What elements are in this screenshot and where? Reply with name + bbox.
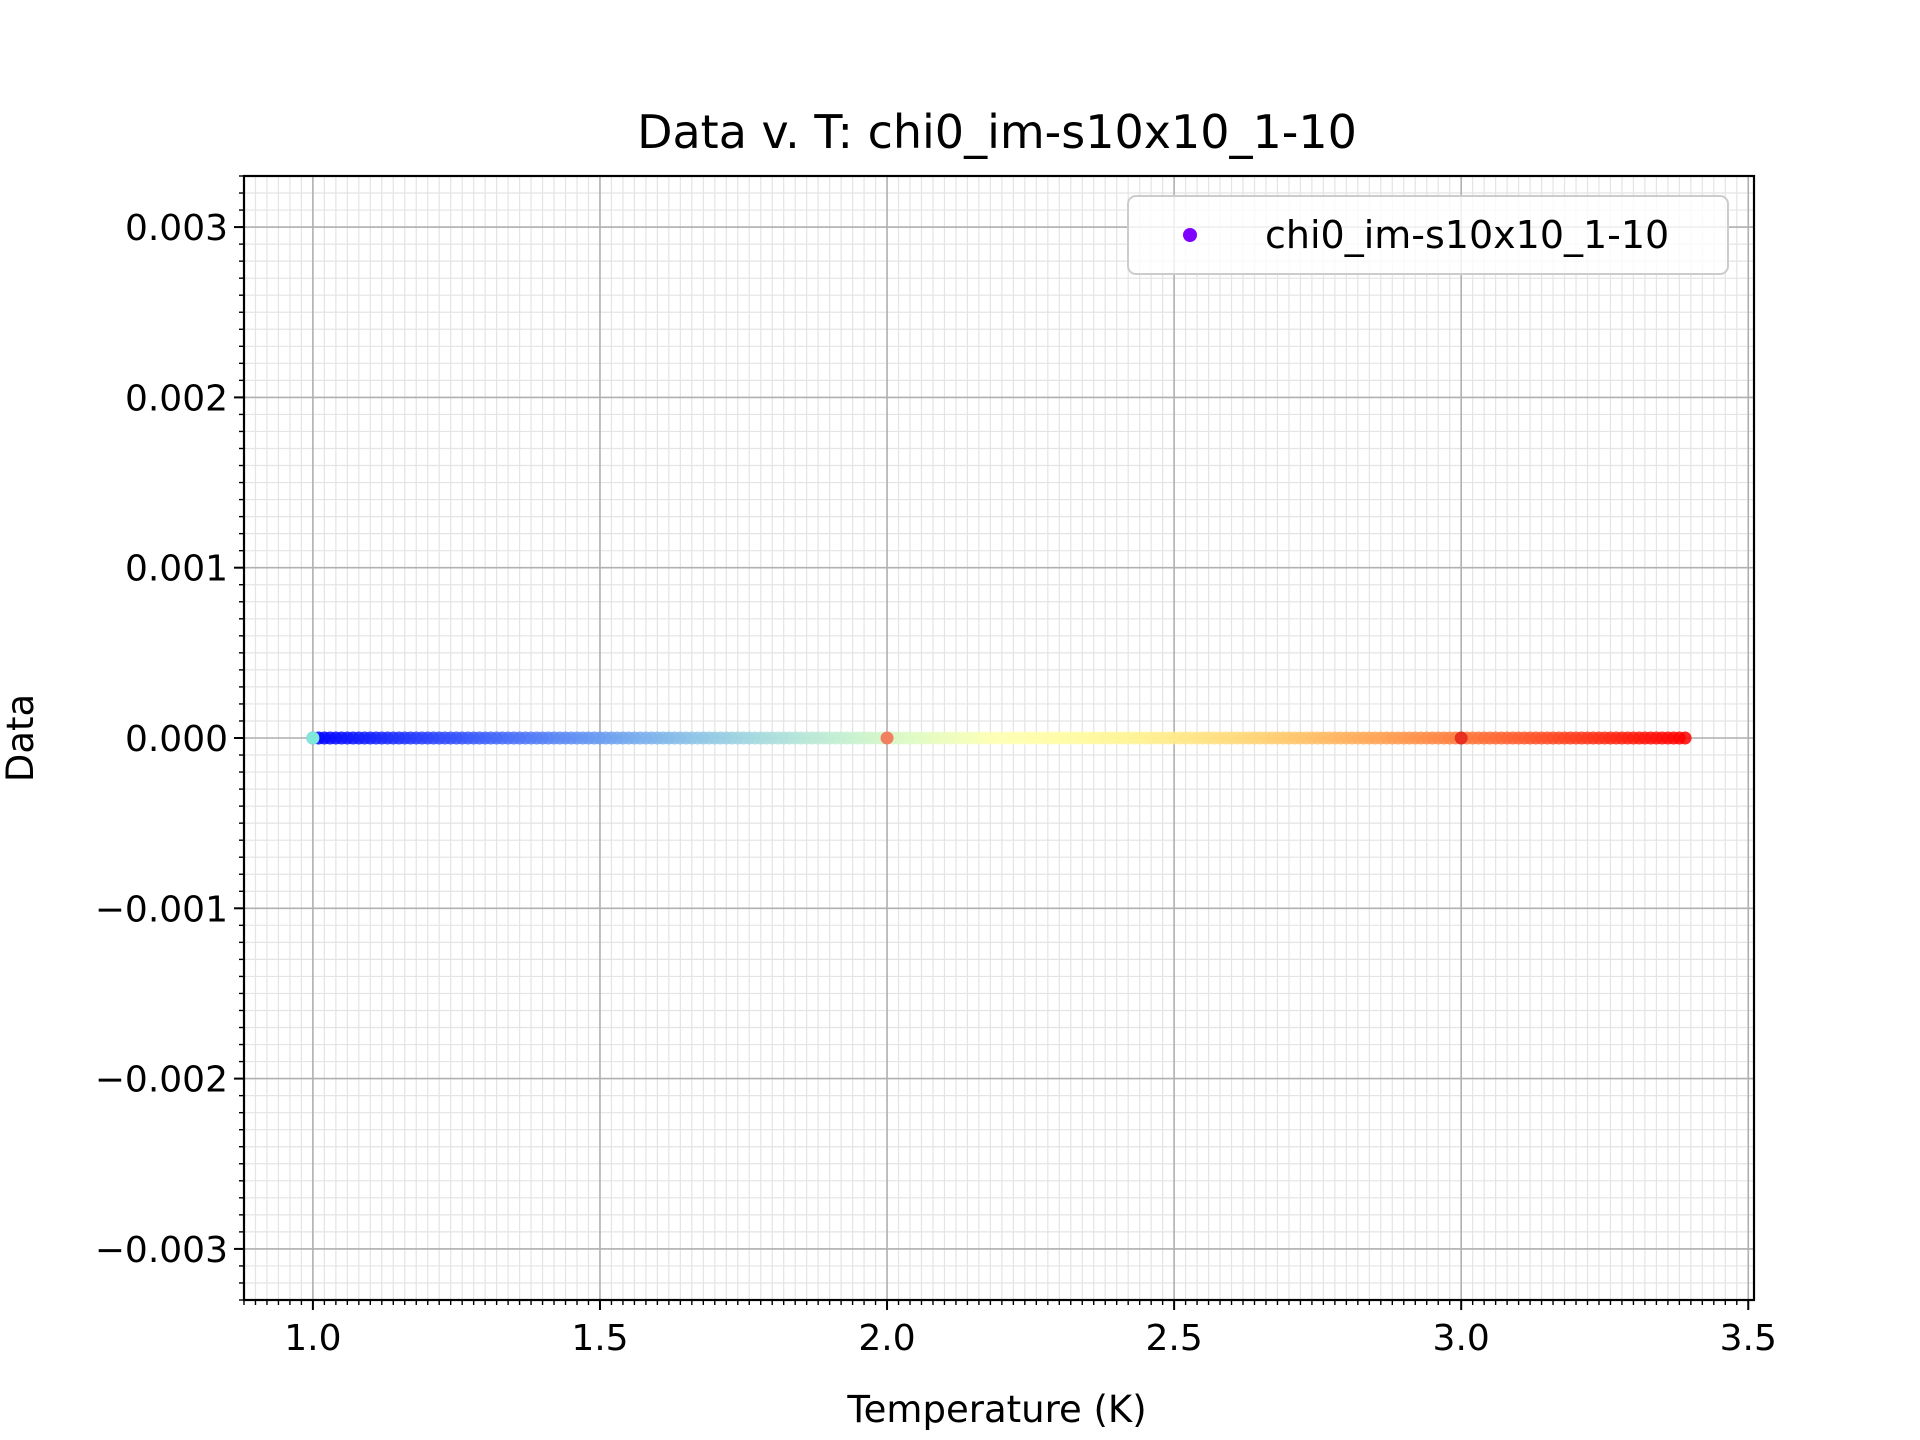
- x-tick-label: 1.0: [284, 1318, 341, 1359]
- data-points: [306, 731, 1692, 745]
- data-point: [306, 731, 320, 745]
- x-tick-label: 3.5: [1720, 1318, 1777, 1359]
- data-point: [880, 731, 894, 745]
- x-tick-label: 1.5: [571, 1318, 628, 1359]
- data-point: [1454, 731, 1468, 745]
- y-tick-label: 0.003: [125, 208, 228, 249]
- chart-title: Data v. T: chi0_im-s10x10_1-10: [637, 105, 1357, 159]
- x-tick-label: 3.0: [1433, 1318, 1490, 1359]
- x-axis-ticks: 1.0 1.5 2.0 2.5 3.0 3.5: [243, 1300, 1777, 1359]
- y-axis-ticks: −0.003 −0.002 −0.001 0.000 0.001 0.002 0.003: [95, 175, 244, 1301]
- x-tick-label: 2.5: [1145, 1318, 1202, 1359]
- legend-entry-label: chi0_im-s10x10_1-10: [1265, 213, 1669, 257]
- y-tick-label: 0.002: [125, 378, 228, 419]
- y-tick-label: 0.000: [125, 719, 228, 760]
- y-tick-label: −0.001: [95, 889, 228, 930]
- y-tick-label: −0.003: [95, 1230, 228, 1271]
- legend-marker: [1183, 228, 1197, 242]
- data-point: [1678, 731, 1692, 745]
- x-axis-label: Temperature (K): [846, 1388, 1146, 1431]
- y-axis-label: Data: [0, 694, 42, 782]
- legend: chi0_im-s10x10_1-10: [1127, 195, 1729, 275]
- y-tick-label: 0.001: [125, 549, 228, 590]
- x-tick-label: 2.0: [858, 1318, 915, 1359]
- legend-box: [1127, 195, 1729, 275]
- y-tick-label: −0.002: [95, 1060, 228, 1101]
